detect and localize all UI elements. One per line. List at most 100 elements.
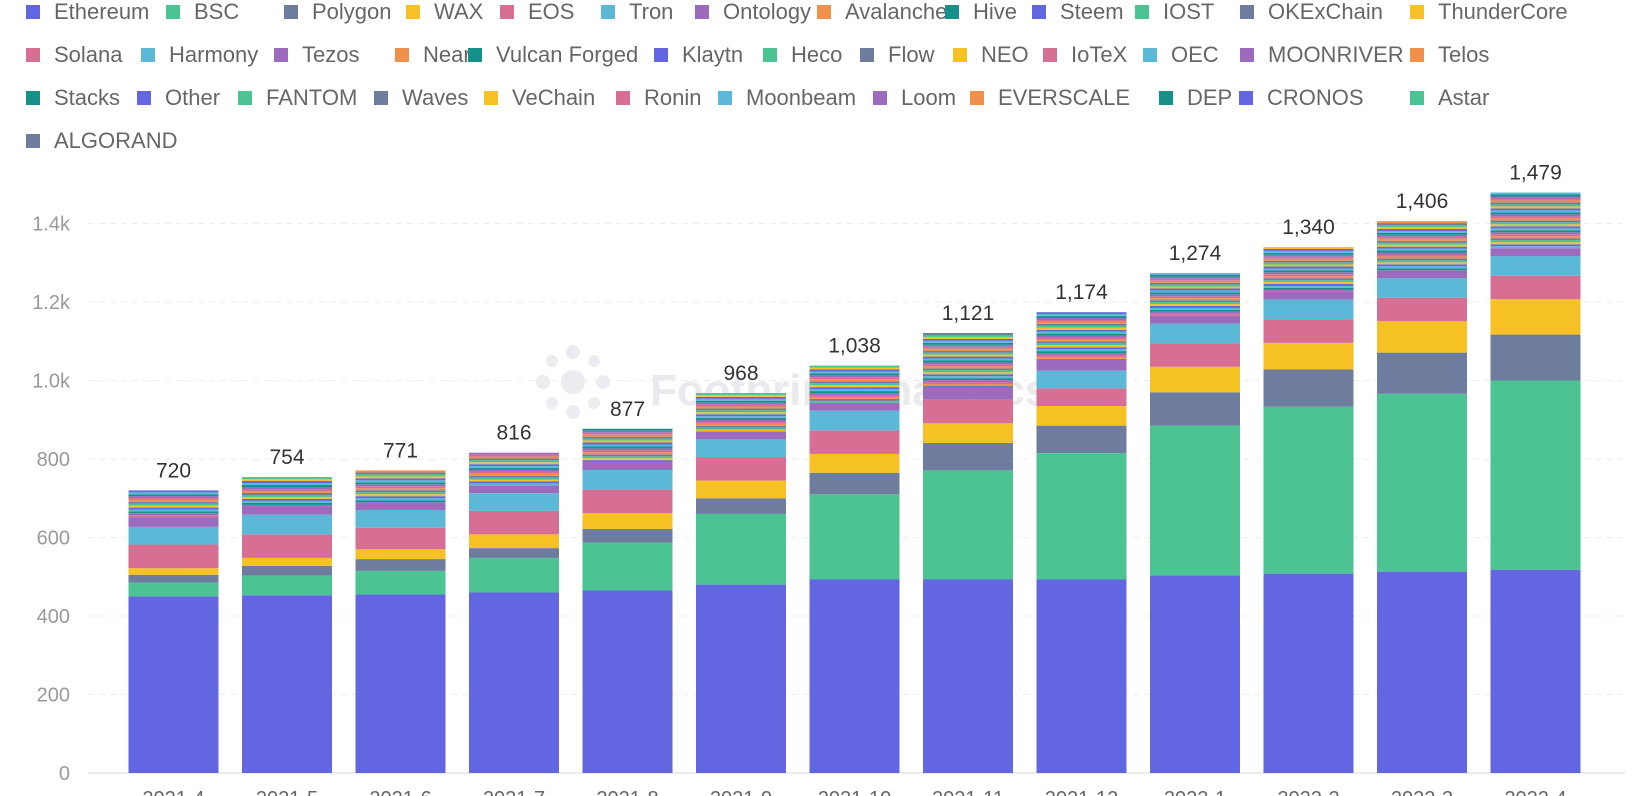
segment-tron[interactable] bbox=[696, 439, 786, 458]
segment-ontology[interactable] bbox=[1263, 291, 1354, 300]
segment-ontology[interactable] bbox=[1377, 270, 1467, 279]
segment-other-chains[interactable] bbox=[242, 477, 332, 507]
segment-polygon[interactable] bbox=[1263, 369, 1354, 407]
segment-eos[interactable] bbox=[809, 430, 900, 454]
segment-ethereum[interactable] bbox=[355, 594, 446, 773]
segment-ontology[interactable] bbox=[469, 485, 559, 494]
segment-ethereum[interactable] bbox=[809, 579, 900, 773]
bar-2021-5[interactable] bbox=[242, 477, 332, 773]
segment-eos[interactable] bbox=[1490, 275, 1581, 300]
segment-wax[interactable] bbox=[809, 453, 900, 473]
segment-bsc[interactable] bbox=[696, 513, 786, 585]
segment-ontology[interactable] bbox=[809, 402, 900, 411]
legend-item-ronin[interactable]: Ronin bbox=[616, 76, 701, 119]
segment-other-chains[interactable] bbox=[1377, 221, 1467, 271]
legend-item-steem[interactable]: Steem bbox=[1032, 0, 1124, 33]
segment-ontology[interactable] bbox=[582, 462, 673, 470]
segment-wax[interactable] bbox=[696, 480, 786, 499]
segment-tron[interactable] bbox=[128, 526, 219, 545]
bar-2021-8[interactable] bbox=[582, 428, 673, 773]
segment-bsc[interactable] bbox=[923, 470, 1013, 580]
segment-polygon[interactable] bbox=[128, 574, 219, 583]
segment-eos[interactable] bbox=[1377, 297, 1467, 322]
segment-ontology[interactable] bbox=[923, 387, 1013, 400]
segment-ontology[interactable] bbox=[128, 517, 219, 527]
segment-tron[interactable] bbox=[1490, 256, 1581, 276]
segment-wax[interactable] bbox=[1263, 342, 1354, 370]
segment-wax[interactable] bbox=[469, 534, 559, 549]
legend-item-hive[interactable]: Hive bbox=[945, 0, 1017, 33]
segment-other-chains[interactable] bbox=[469, 452, 559, 486]
segment-wax[interactable] bbox=[1377, 321, 1467, 353]
bar-2021-10[interactable] bbox=[809, 365, 900, 773]
legend-item-tron[interactable]: Tron bbox=[601, 0, 673, 33]
segment-wax[interactable] bbox=[1036, 406, 1127, 426]
segment-wax[interactable] bbox=[242, 557, 332, 566]
segment-ontology[interactable] bbox=[1490, 248, 1581, 257]
segment-ethereum[interactable] bbox=[582, 590, 673, 773]
segment-other-chains[interactable] bbox=[696, 393, 786, 432]
segment-ethereum[interactable] bbox=[696, 584, 786, 773]
segment-polygon[interactable] bbox=[582, 528, 673, 543]
segment-wax[interactable] bbox=[355, 549, 446, 560]
legend-item-klaytn[interactable]: Klaytn bbox=[654, 33, 743, 76]
segment-tron[interactable] bbox=[1036, 370, 1127, 389]
segment-wax[interactable] bbox=[1150, 366, 1240, 393]
segment-eos[interactable] bbox=[242, 534, 332, 558]
segment-tron[interactable] bbox=[469, 493, 559, 511]
segment-bsc[interactable] bbox=[1150, 425, 1240, 576]
segment-polygon[interactable] bbox=[809, 472, 900, 495]
bar-2021-7[interactable] bbox=[469, 452, 559, 773]
segment-other-chains[interactable] bbox=[809, 365, 900, 403]
legend-item-iotex[interactable]: IoTeX bbox=[1043, 33, 1127, 76]
legend-item-moonriver[interactable]: MOONRIVER bbox=[1240, 33, 1404, 76]
legend-item-bsc[interactable]: BSC bbox=[166, 0, 239, 33]
legend-item-dep[interactable]: DEP bbox=[1159, 76, 1232, 119]
segment-bsc[interactable] bbox=[1490, 380, 1581, 570]
segment-ontology[interactable] bbox=[696, 431, 786, 440]
segment-eos[interactable] bbox=[1150, 343, 1240, 367]
segment-ethereum[interactable] bbox=[1377, 571, 1467, 773]
segment-bsc[interactable] bbox=[1036, 453, 1127, 580]
segment-other-chains[interactable] bbox=[1490, 192, 1581, 249]
legend-item-solana[interactable]: Solana bbox=[26, 33, 123, 76]
legend-item-vulcan-forged[interactable]: Vulcan Forged bbox=[468, 33, 638, 76]
bar-2022-4[interactable] bbox=[1490, 192, 1581, 773]
bar-2021-12[interactable] bbox=[1036, 312, 1127, 773]
legend-item-eos[interactable]: EOS bbox=[500, 0, 574, 33]
segment-eos[interactable] bbox=[923, 399, 1013, 424]
segment-tron[interactable] bbox=[809, 410, 900, 431]
legend-item-moonbeam[interactable]: Moonbeam bbox=[718, 76, 856, 119]
segment-bsc[interactable] bbox=[582, 542, 673, 591]
legend-item-loom[interactable]: Loom bbox=[873, 76, 956, 119]
segment-tron[interactable] bbox=[1377, 278, 1467, 298]
segment-polygon[interactable] bbox=[1150, 392, 1240, 426]
segment-wax[interactable] bbox=[923, 423, 1013, 443]
segment-ethereum[interactable] bbox=[923, 579, 1013, 773]
segment-eos[interactable] bbox=[355, 527, 446, 550]
segment-ethereum[interactable] bbox=[242, 595, 332, 773]
segment-ethereum[interactable] bbox=[1263, 573, 1354, 773]
legend-item-heco[interactable]: Heco bbox=[763, 33, 842, 76]
segment-eos[interactable] bbox=[128, 544, 219, 569]
segment-other-chains[interactable] bbox=[355, 470, 446, 503]
segment-ethereum[interactable] bbox=[1490, 569, 1581, 773]
segment-tron[interactable] bbox=[355, 510, 446, 528]
segment-other-chains[interactable] bbox=[923, 333, 1013, 388]
segment-polygon[interactable] bbox=[1490, 334, 1581, 381]
legend-item-algorand[interactable]: ALGORAND bbox=[26, 119, 177, 162]
segment-ontology[interactable] bbox=[242, 506, 332, 515]
segment-bsc[interactable] bbox=[355, 570, 446, 595]
legend-item-polygon[interactable]: Polygon bbox=[284, 0, 392, 33]
segment-ethereum[interactable] bbox=[1150, 575, 1240, 773]
bar-2021-4[interactable] bbox=[128, 490, 219, 773]
segment-other-chains[interactable] bbox=[1263, 247, 1354, 292]
segment-other-chains[interactable] bbox=[1150, 272, 1240, 316]
segment-bsc[interactable] bbox=[1263, 406, 1354, 574]
segment-other-chains[interactable] bbox=[128, 490, 219, 518]
bar-2022-2[interactable] bbox=[1263, 247, 1354, 773]
segment-ethereum[interactable] bbox=[469, 592, 559, 773]
legend-item-thundercore[interactable]: ThunderCore bbox=[1410, 0, 1568, 33]
legend-item-avalanche[interactable]: Avalanche bbox=[817, 0, 947, 33]
segment-ontology[interactable] bbox=[1036, 358, 1127, 371]
